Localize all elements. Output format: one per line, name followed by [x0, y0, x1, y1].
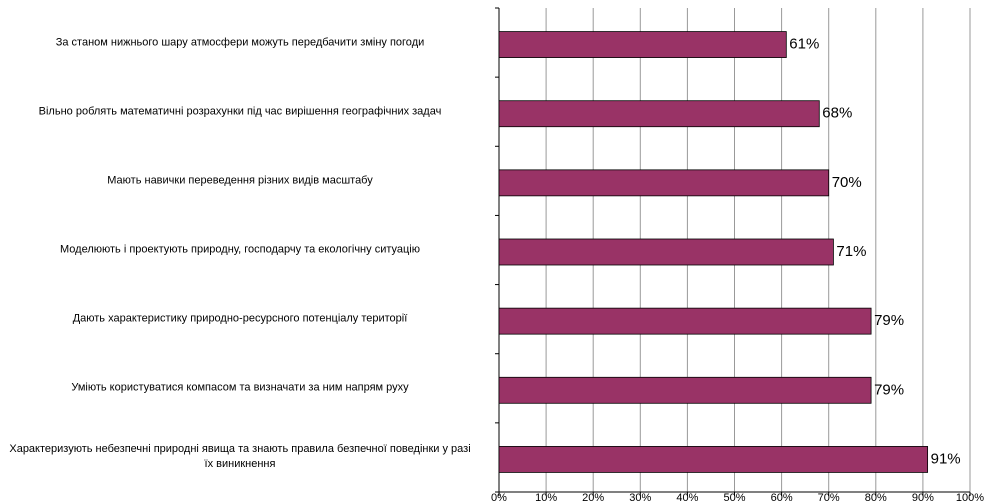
bar: [498, 446, 929, 473]
category-label: Уміють користуватися компасом та визнача…: [71, 381, 409, 394]
category-label: Дають характеристику природно-ресурсного…: [72, 312, 408, 325]
x-tick-label: 60%: [771, 492, 793, 504]
bar: [498, 376, 872, 404]
x-tick-label: 90%: [912, 492, 934, 504]
x-tick-label: 40%: [676, 492, 698, 504]
bar: [498, 307, 872, 335]
value-label: 70%: [832, 174, 862, 191]
value-label: 79%: [874, 381, 904, 398]
category-label: Моделюють і проектують природну, господа…: [59, 243, 420, 256]
x-tick-label: 10%: [535, 492, 557, 504]
x-tick-label: 100%: [956, 492, 984, 504]
x-tick-label: 80%: [865, 492, 887, 504]
x-tick-label: 0%: [491, 492, 507, 504]
value-label: 91%: [931, 450, 961, 467]
bar: [498, 100, 820, 128]
bar: [498, 31, 787, 58]
value-label: 61%: [789, 36, 819, 53]
category-label: За станом нижнього шару атмосфери можуть…: [55, 36, 425, 49]
bar: [498, 169, 830, 197]
category-label: Характеризують небезпечні природні явища…: [9, 443, 471, 471]
category-label: Вільно роблять математичні розрахунки пі…: [38, 105, 442, 118]
bar: [498, 238, 834, 266]
value-label: 71%: [836, 243, 866, 260]
x-tick-label: 50%: [723, 492, 745, 504]
x-tick-label: 70%: [818, 492, 840, 504]
x-tick-label: 30%: [629, 492, 651, 504]
category-label: Мають навички переведення різних видів м…: [107, 174, 373, 187]
value-label: 79%: [874, 312, 904, 329]
value-label: 68%: [822, 105, 852, 122]
x-tick-label: 20%: [582, 492, 604, 504]
